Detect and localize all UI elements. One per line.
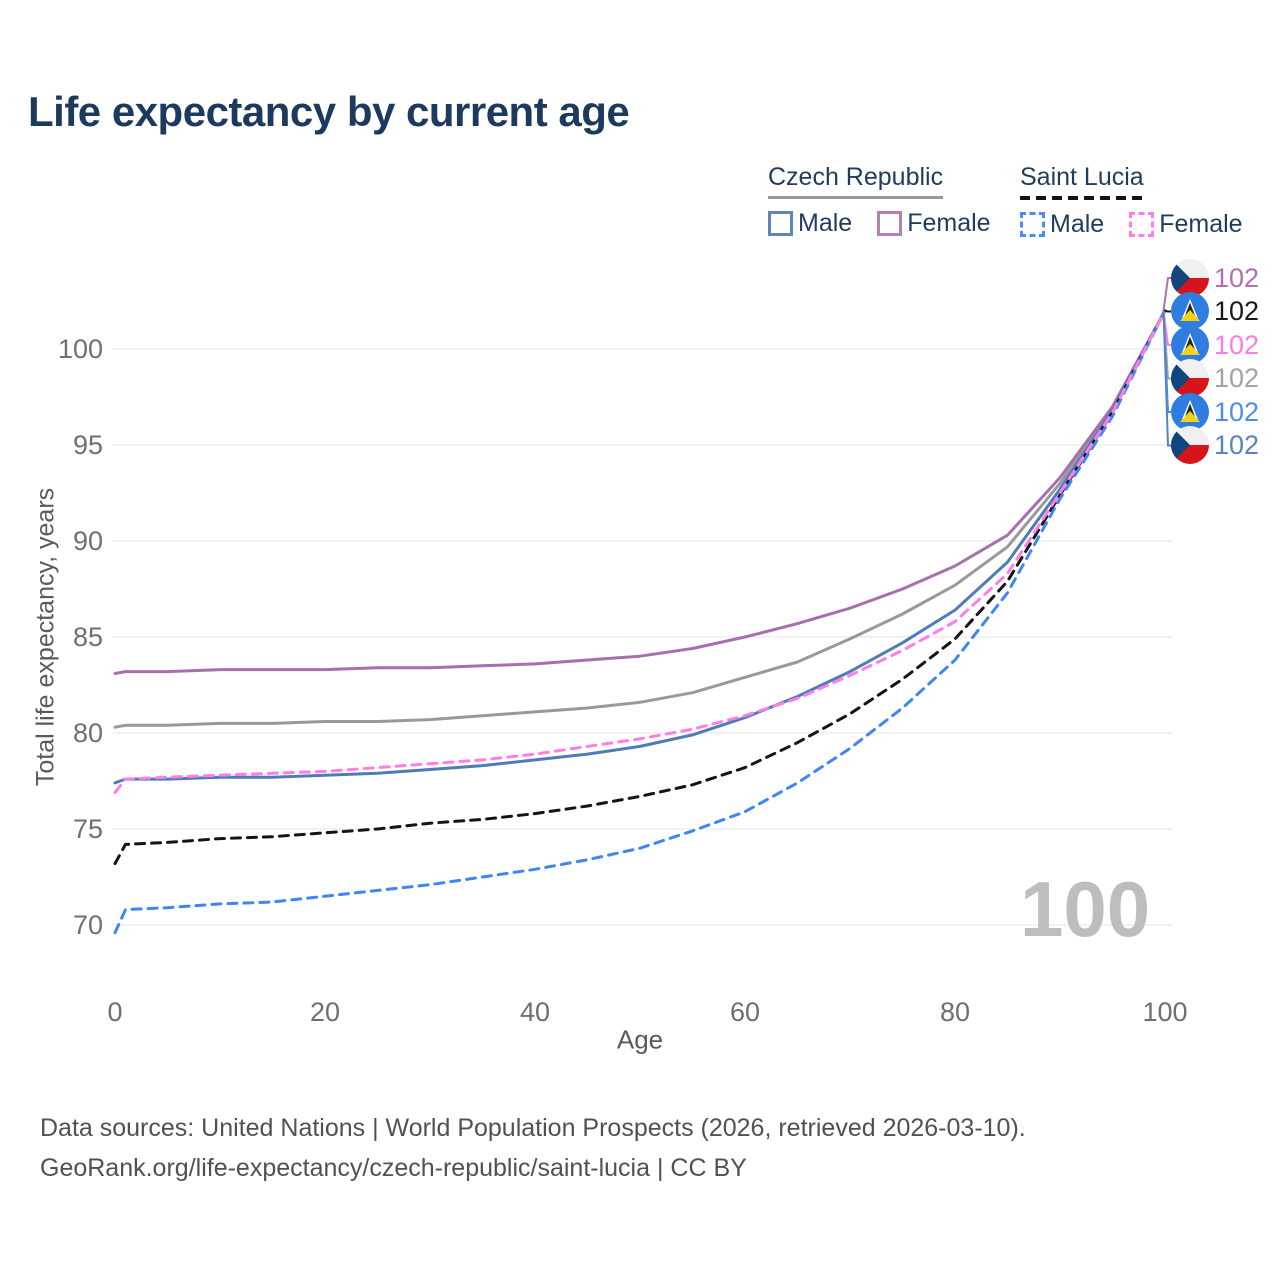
legend-item-czech-female: Female (877, 209, 991, 238)
czech-flag-icon (1171, 426, 1209, 464)
svg-text:75: 75 (73, 814, 103, 844)
current-age-watermark: 100 (1020, 865, 1151, 953)
legend-group-czech-republic: Czech Republic Male Female (768, 163, 991, 238)
end-label-row: 102 (1171, 292, 1259, 330)
x-axis-title: Age (616, 1024, 664, 1055)
end-value-label: 102 (1214, 295, 1260, 326)
svg-text:100: 100 (1142, 997, 1187, 1027)
lucia-male-swatch-icon (1020, 212, 1045, 237)
svg-text:100: 100 (58, 334, 103, 364)
svg-text:80: 80 (940, 997, 970, 1027)
page-title: Life expectancy by current age (28, 88, 630, 135)
svg-text:80: 80 (73, 718, 103, 748)
end-label-row: 102 (1171, 359, 1259, 397)
legend-label: Female (907, 209, 991, 237)
czech-male-swatch-icon (768, 211, 793, 236)
end-value-label: 102 (1214, 396, 1260, 427)
svg-text:70: 70 (73, 910, 103, 940)
czech-flag-icon (1171, 359, 1209, 397)
czech-female-swatch-icon (877, 211, 903, 236)
lucia-female-swatch-icon (1129, 212, 1155, 237)
svg-text:85: 85 (73, 622, 103, 652)
legend-item-lucia-male: Male (1020, 210, 1104, 239)
svg-text:40: 40 (520, 997, 550, 1027)
svg-text:0: 0 (107, 997, 122, 1027)
czech-solid-line-icon (768, 196, 943, 199)
end-value-label: 102 (1214, 362, 1260, 393)
legend-title-saint-lucia: Saint Lucia (1020, 163, 1144, 191)
end-value-label: 102 (1214, 262, 1260, 293)
end-value-label: 102 (1214, 329, 1260, 360)
svg-text:20: 20 (310, 997, 340, 1027)
legend-title-czech-republic: Czech Republic (768, 163, 944, 191)
attribution-line: GeoRank.org/life-expectancy/czech-republ… (40, 1154, 747, 1182)
legend-label: Female (1159, 210, 1243, 238)
legend-group-saint-lucia: Saint Lucia Male Female (1020, 163, 1243, 239)
footer: Data sources: United Nations | World Pop… (40, 1108, 1026, 1188)
svg-text:95: 95 (73, 430, 103, 460)
saint-lucia-dashed-line-icon (1020, 196, 1144, 200)
end-label-row: 102 (1171, 393, 1259, 431)
legend-item-lucia-female: Female (1129, 210, 1243, 239)
end-label-row: 102 (1171, 259, 1259, 297)
legend-label: Male (1050, 210, 1105, 238)
legend-label: Male (798, 209, 853, 237)
saint-lucia-flag-icon (1171, 292, 1209, 330)
end-value-label: 102 (1214, 429, 1260, 460)
end-label-row: 102 (1171, 426, 1259, 464)
data-source-line: Data sources: United Nations | World Pop… (40, 1114, 1026, 1142)
legend-item-czech-male: Male (768, 209, 852, 238)
end-label-row: 102 (1171, 326, 1259, 364)
svg-text:90: 90 (73, 526, 103, 556)
svg-text:60: 60 (730, 997, 760, 1027)
y-axis-title: Total life expectancy, years (31, 487, 60, 787)
